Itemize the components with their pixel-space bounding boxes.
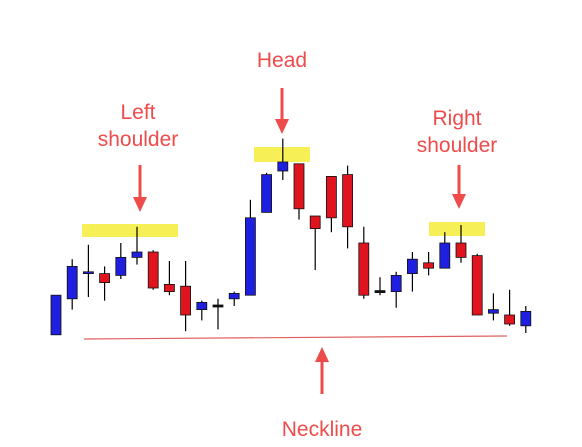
head-highlight <box>254 147 310 162</box>
bearish-candle-body <box>471 255 483 316</box>
candle <box>50 294 62 336</box>
candle <box>390 271 402 308</box>
bearish-candle-body <box>309 215 321 230</box>
candles-group <box>50 138 532 336</box>
candle <box>83 244 94 297</box>
bearish-candle-body <box>163 283 175 292</box>
candle <box>115 243 127 279</box>
highlight-group <box>82 147 485 237</box>
bearish-candle-body <box>423 262 435 269</box>
bullish-candle-body <box>196 301 208 310</box>
candle <box>228 291 240 306</box>
arrows-group <box>133 88 466 394</box>
candle <box>147 250 159 290</box>
bearish-candle-body <box>342 174 354 228</box>
candle <box>374 277 386 296</box>
candle <box>342 165 354 249</box>
candle <box>487 293 499 321</box>
bearish-candle-body <box>325 175 337 219</box>
neckline-label: Neckline <box>282 418 363 441</box>
candle <box>455 225 467 263</box>
bullish-candle-body <box>228 292 240 300</box>
candle <box>406 252 418 292</box>
candle <box>66 259 78 310</box>
candle <box>180 261 192 332</box>
right-shoulder-label-line1: Right <box>432 107 481 130</box>
bearish-candle-body <box>358 242 370 296</box>
candle <box>277 138 289 180</box>
head-arrow <box>275 88 289 134</box>
bullish-candle-body <box>244 217 256 296</box>
bullish-candle-body <box>83 271 94 274</box>
bullish-candle-body <box>212 304 224 308</box>
bullish-candle-body <box>50 294 62 336</box>
candle <box>325 175 337 233</box>
candle <box>504 289 516 326</box>
left-shoulder-arrow <box>133 165 147 212</box>
candle <box>293 163 305 220</box>
candle <box>309 215 321 270</box>
bullish-candle-body <box>131 251 143 258</box>
head-label: Head <box>257 49 307 72</box>
bearish-candle-body <box>147 251 159 289</box>
left-shoulder-highlight <box>82 224 178 237</box>
right-shoulder-highlight <box>429 222 485 236</box>
bullish-candle-body <box>520 310 532 327</box>
bullish-candle-body <box>66 265 78 300</box>
left-shoulder-label-line2: shoulder <box>98 128 179 151</box>
bullish-candle-body <box>277 161 289 172</box>
bearish-candle-body <box>99 273 110 284</box>
candle <box>423 252 435 276</box>
candle <box>131 226 143 265</box>
candle <box>99 266 110 301</box>
bearish-candle-body <box>455 242 467 258</box>
candle <box>212 298 224 330</box>
candle <box>163 261 175 296</box>
left-shoulder-label-line1: Left <box>120 101 155 124</box>
bullish-candle-body <box>406 258 418 275</box>
candle <box>439 232 451 269</box>
bearish-candle-body <box>504 314 516 325</box>
candle <box>196 300 208 321</box>
bullish-candle-body <box>374 290 386 294</box>
candle <box>358 226 370 299</box>
neckline <box>83 335 508 340</box>
annotation-labels: Left shoulder Head Right shoulder Neckli… <box>98 49 498 441</box>
candle <box>261 172 273 213</box>
bullish-candle-body <box>390 274 402 292</box>
candle <box>244 199 256 296</box>
candle <box>471 253 483 316</box>
bullish-candle-body <box>261 174 273 213</box>
neckline-arrow <box>315 347 329 394</box>
bullish-candle-body <box>115 256 127 276</box>
bearish-candle-body <box>180 285 192 316</box>
bullish-candle-body <box>439 242 451 269</box>
bearish-candle-body <box>293 163 305 210</box>
bullish-candle-body <box>487 309 499 314</box>
right-shoulder-label-line2: shoulder <box>417 134 498 157</box>
right-shoulder-arrow <box>452 165 466 209</box>
candle <box>520 306 532 333</box>
